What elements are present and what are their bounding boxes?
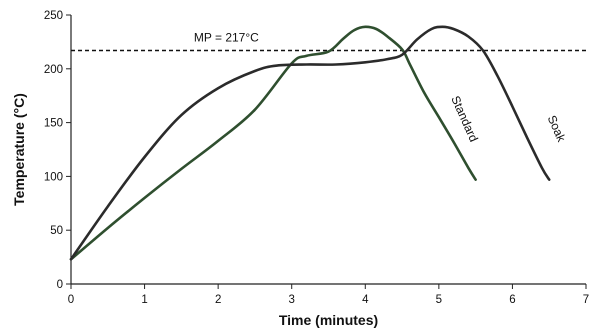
series-label-soak: Soak: [545, 113, 569, 145]
x-axis-title: Time (minutes): [279, 312, 378, 328]
y-tick-label: 150: [44, 118, 63, 130]
x-tick-label: 2: [215, 294, 221, 306]
x-tick-label: 4: [362, 294, 369, 306]
x-tick-label: 0: [68, 294, 74, 306]
y-tick-label: 200: [44, 64, 63, 76]
series-layer: [69, 25, 551, 261]
series-line-soak: [69, 25, 551, 261]
series-line-standard: [69, 25, 477, 261]
x-tick-label: 1: [141, 294, 147, 306]
y-axis-ticks: 0 50 100 150 200 250: [44, 10, 71, 291]
y-tick-label: 0: [57, 279, 63, 291]
y-tick-label: 50: [50, 225, 63, 237]
y-tick-label: 100: [44, 171, 63, 183]
plot-area: [70, 15, 586, 285]
mp-reference-label: MP = 217°C: [194, 31, 259, 45]
x-tick-label: 6: [509, 294, 515, 306]
x-tick-label: 7: [583, 294, 589, 306]
x-axis-ticks: 0 1 2 3 4 5 6 7: [68, 284, 589, 306]
y-axis-title: Temperature (°C): [11, 93, 27, 206]
x-tick-label: 5: [436, 294, 442, 306]
series-label-standard: Standard: [448, 94, 481, 144]
y-tick-label: 250: [44, 10, 63, 22]
x-tick-label: 3: [289, 294, 295, 306]
